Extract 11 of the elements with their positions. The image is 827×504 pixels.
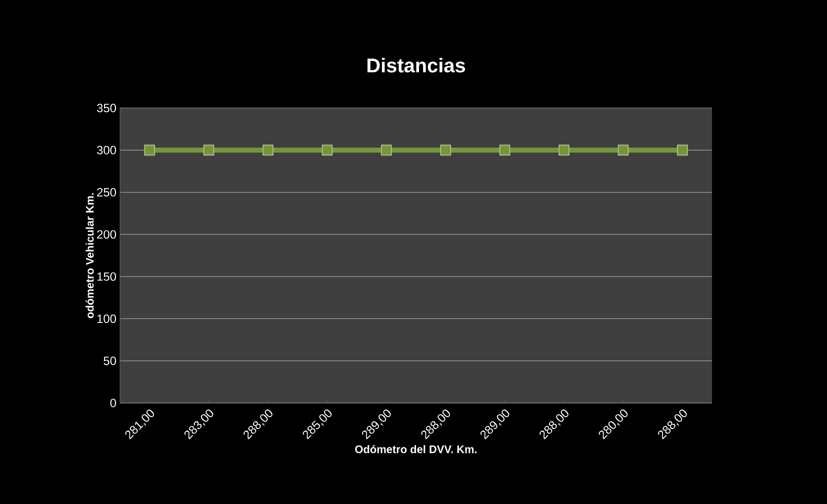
chart-title: Distancias	[367, 58, 466, 72]
y-tick-label: 200	[97, 230, 116, 239]
x-axis-title: Odómetro del DVV. Km.	[355, 445, 477, 454]
y-tick-label: 50	[104, 356, 116, 366]
y-tick-label: 350	[96, 104, 116, 112]
y-tick-label: 250	[97, 188, 116, 197]
y-tick-label: 300	[96, 146, 116, 154]
y-tick-label: 150	[97, 272, 116, 281]
y-axis-title: odómetro Vehicular Km.	[86, 193, 94, 318]
y-tick-label: 0	[110, 398, 116, 408]
y-tick-label: 100	[97, 314, 116, 323]
